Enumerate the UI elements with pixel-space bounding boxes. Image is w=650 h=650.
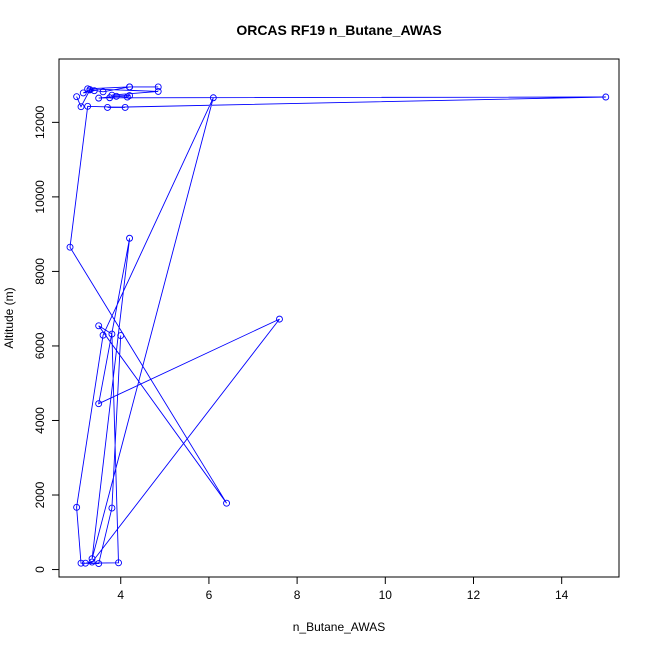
x-tick-label: 8 — [294, 588, 301, 602]
y-tick-label: 12000 — [33, 105, 47, 139]
data-point — [84, 102, 92, 110]
plot-frame — [58, 58, 620, 578]
y-axis: 0 2000 4000 6000 8000 10000 12000 — [33, 105, 60, 573]
data-point — [88, 555, 96, 563]
chart-title: ORCAS RF19 n_Butane_AWAS — [236, 22, 441, 38]
data-point — [95, 560, 103, 568]
data-point — [95, 322, 103, 330]
data-point — [82, 559, 89, 567]
y-axis-label: Altitude (m) — [2, 287, 16, 348]
data-point — [73, 93, 81, 101]
data-point — [154, 87, 162, 95]
data-point — [123, 93, 131, 101]
y-tick-label: 2000 — [33, 481, 47, 508]
y-tick-label: 4000 — [33, 407, 47, 434]
data-point — [602, 93, 610, 101]
data-point — [84, 85, 92, 93]
x-tick-label: 10 — [379, 588, 393, 602]
y-tick-label: 8000 — [33, 258, 47, 285]
data-point — [104, 103, 111, 111]
data-point — [276, 315, 283, 323]
x-axis: 4 6 8 10 12 14 — [117, 576, 569, 602]
data-point — [126, 234, 134, 242]
data-point — [126, 83, 134, 91]
data-point — [106, 94, 114, 102]
x-axis-label: n_Butane_AWAS — [293, 620, 386, 634]
x-tick-label: 4 — [117, 588, 124, 602]
data-point — [79, 89, 87, 97]
y-tick-label: 6000 — [33, 332, 47, 359]
data-point — [108, 330, 116, 338]
data-point — [115, 559, 122, 567]
x-tick-label: 6 — [206, 588, 213, 602]
series-group — [66, 83, 610, 568]
data-point — [73, 503, 81, 511]
x-tick-label: 12 — [467, 588, 481, 602]
data-point — [95, 94, 103, 102]
data-point — [126, 92, 134, 99]
data-point — [209, 94, 217, 102]
data-point — [154, 83, 162, 91]
data-point — [99, 88, 107, 96]
data-point — [108, 504, 116, 512]
x-tick-label: 14 — [555, 588, 569, 602]
data-point — [112, 92, 120, 100]
data-point — [117, 332, 125, 339]
data-point — [77, 103, 85, 111]
data-point — [77, 559, 85, 567]
data-point — [223, 499, 231, 507]
data-point — [90, 87, 98, 95]
data-point — [99, 331, 107, 339]
series-line — [69, 86, 606, 565]
data-point — [88, 558, 96, 566]
y-tick-label: 0 — [33, 566, 47, 573]
y-tick-label: 10000 — [33, 180, 47, 214]
data-point — [66, 243, 74, 251]
data-point — [121, 103, 129, 111]
data-point — [95, 400, 103, 408]
